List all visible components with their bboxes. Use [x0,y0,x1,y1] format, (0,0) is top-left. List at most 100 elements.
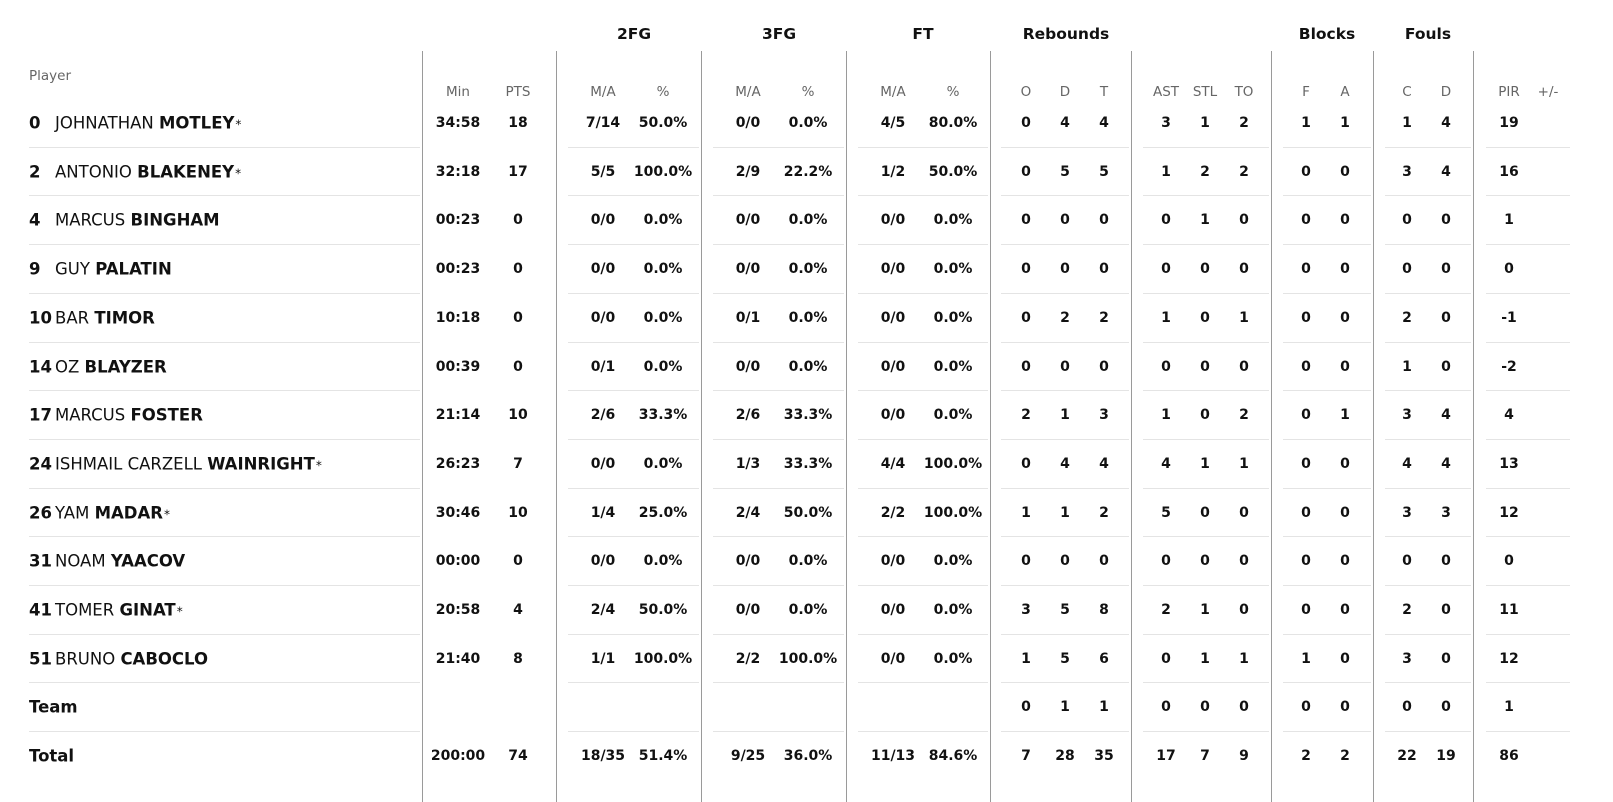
column-header-to[interactable]: TO [1234,84,1254,100]
player-name[interactable]: 41 TOMER GINAT* [29,601,183,620]
column-header-ast[interactable]: AST [1152,84,1180,100]
player-name[interactable]: 26 YAM MADAR* [29,503,170,522]
column-header-min[interactable]: Min [446,84,470,100]
row-divider [1143,488,1269,489]
stat-ft-ma: 1/2 [880,163,906,180]
column-header-blk-a[interactable]: A [1340,84,1350,100]
column-divider [1373,51,1374,802]
stat-blk-a: 0 [1340,650,1350,667]
player-name[interactable]: 24 ISHMAIL CARZELL WAINRIGHT* [29,454,322,473]
stat-ast: 2 [1161,602,1171,618]
stat-foul-d: 0 [1441,212,1451,229]
stat-fg3-pct: 33.3% [783,455,833,472]
stat-min: 200:00 [430,748,486,765]
column-header-ft-pct[interactable]: % [946,84,960,100]
stat-fg3-ma: 2/2 [735,650,761,667]
starter-mark: * [235,117,242,132]
row-divider [568,585,699,586]
stat-ft-ma: 0/0 [880,212,906,229]
player-name[interactable]: 10 BAR TIMOR [29,308,155,327]
column-header-fg3-pct[interactable]: % [801,84,815,100]
row-divider [858,731,988,732]
stat-stl: 1 [1200,650,1210,667]
stat-fg3-pct: 36.0% [783,748,833,765]
stat-stl: 0 [1200,504,1210,521]
stat-ast: 0 [1161,261,1171,278]
stat-reb-o: 7 [1021,748,1031,765]
player-name[interactable]: 31 NOAM YAACOV [29,552,185,571]
stat-foul-d: 0 [1441,650,1451,667]
column-header-foul-d[interactable]: D [1440,84,1452,100]
stat-ast: 3 [1161,115,1171,131]
player-number: 26 [29,503,52,523]
player-last-name: FOSTER [130,405,203,425]
player-last-name: YAACOV [110,551,186,571]
row-divider [858,439,988,440]
stat-blk-a: 0 [1340,163,1350,180]
player-last-name: MOTLEY [158,113,235,133]
player-number: 31 [29,551,52,571]
stat-foul-c: 2 [1402,602,1412,618]
stat-stl: 1 [1200,602,1210,618]
column-header-reb-t[interactable]: T [1099,84,1109,100]
player-name[interactable]: 51 BRUNO CABOCLO [29,649,208,668]
stat-foul-c: 1 [1402,115,1412,131]
column-header-reb-o[interactable]: O [1020,84,1032,100]
stat-fg3-pct: 50.0% [783,504,833,521]
stat-to: 0 [1239,504,1249,521]
player-name[interactable]: 0 JOHNATHAN MOTLEY* [29,114,241,133]
stat-ft-ma: 0/0 [880,602,906,618]
column-header-foul-c[interactable]: C [1402,84,1412,100]
stat-reb-d: 1 [1060,504,1070,521]
stat-fg2-ma: 0/0 [590,309,616,326]
starter-mark: * [176,604,183,619]
row-divider [1486,293,1570,294]
stat-reb-d: 28 [1055,748,1075,765]
column-header-ft-ma[interactable]: M/A [880,84,906,100]
stat-fg2-pct: 0.0% [643,261,683,278]
total-label: Total [29,746,75,766]
player-name[interactable]: 2 ANTONIO BLAKENEY* [29,162,241,181]
player-name[interactable]: 9 GUY PALATIN [29,260,172,279]
row-divider [1143,147,1269,148]
row-divider [568,536,699,537]
stat-fg3-ma: 0/0 [735,553,761,570]
row-divider [29,342,420,343]
column-header-fg2-pct[interactable]: % [656,84,670,100]
row-divider [713,147,844,148]
player-name[interactable]: 4 MARCUS BINGHAM [29,211,220,230]
stat-to: 2 [1239,163,1249,180]
stat-ft-pct: 100.0% [923,504,983,521]
column-header-fg3-ma[interactable]: M/A [735,84,761,100]
stat-reb-d: 0 [1060,212,1070,229]
stat-reb-d: 2 [1060,309,1070,326]
column-header-fg2-ma[interactable]: M/A [590,84,616,100]
stat-pts: 4 [513,602,523,618]
stat-min: 00:39 [435,358,481,375]
stat-min: 10:18 [435,309,481,326]
stat-foul-c: 3 [1402,650,1412,667]
column-header-pir[interactable]: PIR [1498,84,1520,100]
stat-reb-t: 6 [1099,650,1109,667]
stat-blk-a: 0 [1340,553,1350,570]
player-name[interactable]: 14 OZ BLAYZER [29,357,167,376]
row-divider [1143,342,1269,343]
stat-pts: 10 [508,407,528,424]
column-header-pts[interactable]: PTS [505,84,531,100]
stat-fg2-pct: 50.0% [638,602,688,618]
stat-fg2-pct: 33.3% [638,407,688,424]
stat-fg2-ma: 0/0 [590,212,616,229]
player-first-name: MARCUS [55,210,126,230]
row-divider [568,682,699,683]
row-divider [1385,195,1471,196]
stat-fg2-pct: 25.0% [638,504,688,521]
column-header-stl[interactable]: STL [1192,84,1218,100]
player-name[interactable]: 17 MARCUS FOSTER [29,406,203,425]
column-header-reb-d[interactable]: D [1059,84,1071,100]
stat-pir: 86 [1499,748,1519,765]
stat-fg3-pct: 0.0% [788,309,828,326]
column-header-pm[interactable]: +/- [1537,84,1559,100]
column-header-blk-f[interactable]: F [1302,84,1310,100]
stat-pir: 0 [1504,261,1514,278]
stat-pir: 11 [1499,602,1519,618]
